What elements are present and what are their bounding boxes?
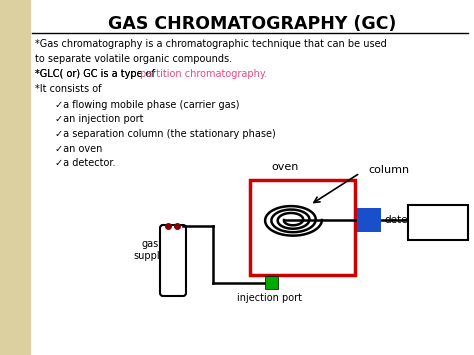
Bar (250, 180, 355, 275)
Text: *GLC( or) GC is a type of: *GLC( or) GC is a type of (35, 69, 158, 79)
Text: recorder: recorder (414, 218, 462, 228)
Bar (408, 205, 468, 240)
Bar (0, 0, 30, 355)
Text: detector: detector (384, 215, 428, 225)
Text: *It consists of: *It consists of (35, 84, 101, 94)
Text: ✓a detector.: ✓a detector. (55, 158, 116, 168)
Text: oven: oven (271, 162, 299, 172)
Text: to separate volatile organic compounds.: to separate volatile organic compounds. (35, 54, 232, 64)
Bar (357, 208, 381, 232)
FancyBboxPatch shape (160, 225, 186, 296)
Text: injection port: injection port (237, 293, 302, 303)
Bar (265, 276, 278, 289)
Text: GAS CHROMATOGRAPHY (GC): GAS CHROMATOGRAPHY (GC) (108, 15, 396, 33)
Text: *GLC( or) GC is a type of: *GLC( or) GC is a type of (35, 69, 158, 79)
Text: partition chromatography.: partition chromatography. (140, 69, 267, 79)
Text: *Gas chromatography is a chromatographic technique that can be used: *Gas chromatography is a chromatographic… (35, 39, 387, 49)
Text: ✓an oven: ✓an oven (55, 143, 102, 153)
Text: ✓an injection port: ✓an injection port (55, 115, 144, 125)
Text: column: column (368, 165, 409, 175)
Text: ✓a separation column (the stationary phase): ✓a separation column (the stationary pha… (55, 129, 276, 139)
Text: ✓a flowing mobile phase (carrier gas): ✓a flowing mobile phase (carrier gas) (55, 100, 239, 110)
Text: gas
supply: gas supply (134, 239, 166, 261)
